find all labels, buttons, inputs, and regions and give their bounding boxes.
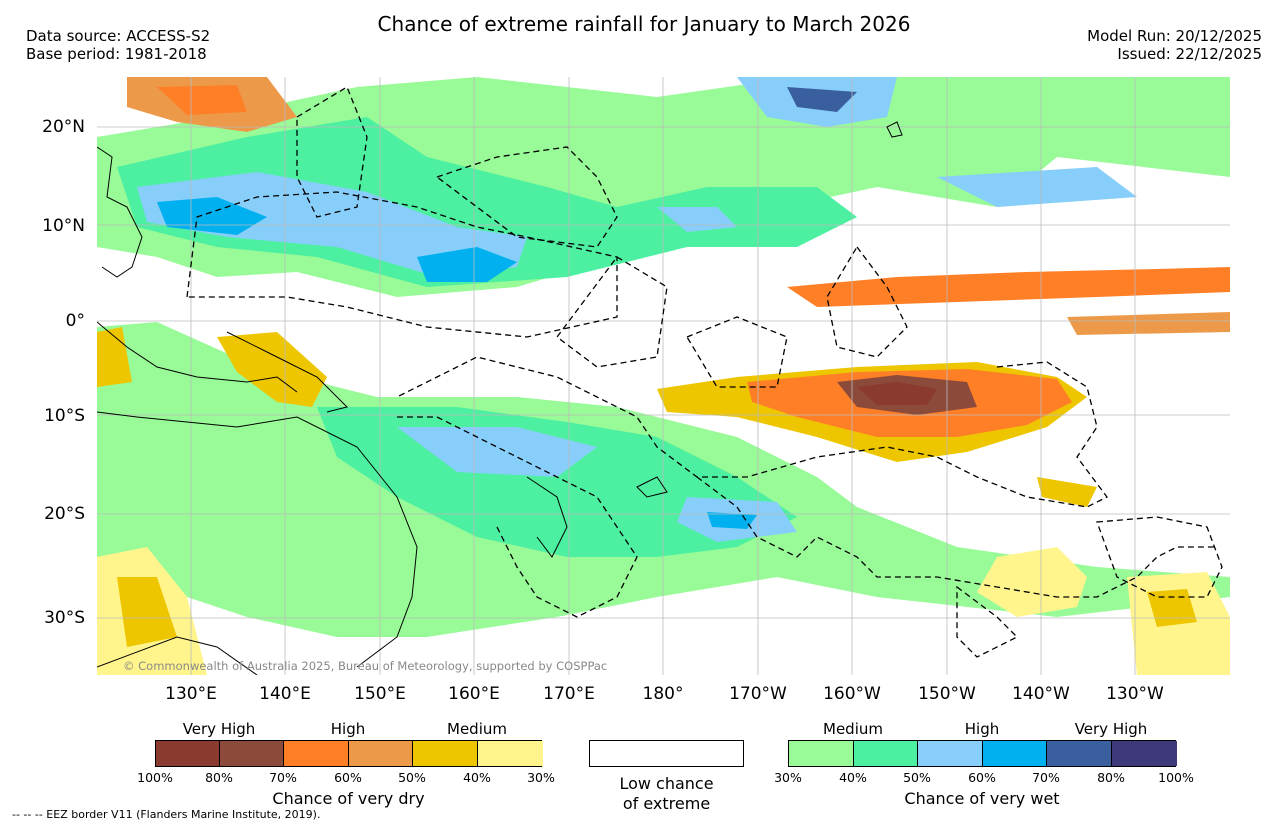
wet-category-very-high: Very High [1074, 720, 1148, 738]
lon-label-160w: 160°W [823, 684, 881, 704]
wet-category-high: High [964, 720, 1000, 738]
dry-swatch-3 [349, 741, 413, 766]
dry-swatch-0 [156, 741, 220, 766]
dry-category-high: High [330, 720, 366, 738]
dry-category-very-high: Very High [182, 720, 256, 738]
dry-swatch-2 [284, 741, 349, 766]
lat-label-20n: 20°N [42, 117, 85, 137]
dry-tick-80: 80% [205, 770, 233, 785]
lon-label-170w: 170°W [729, 684, 787, 704]
rainfall-map [97, 77, 1230, 675]
wet-swatch-1 [854, 741, 918, 766]
wet-swatch-2 [918, 741, 983, 766]
header-right: Model Run: 20/12/2025 Issued: 22/12/2025 [1087, 27, 1262, 63]
lon-label-140e: 140°E [259, 684, 311, 704]
lon-label-130e: 130°E [165, 684, 217, 704]
wet-swatch-4 [1047, 741, 1112, 766]
wet-swatch-3 [983, 741, 1047, 766]
dry-swatch-1 [220, 741, 284, 766]
dry-tick-60: 60% [334, 770, 362, 785]
lon-label-160e: 160°E [448, 684, 500, 704]
lat-label-0: 0° [65, 311, 85, 331]
model-run-text: Model Run: 20/12/2025 [1087, 27, 1262, 45]
lat-label-10n: 10°N [42, 216, 85, 236]
lon-label-170e: 170°E [543, 684, 595, 704]
dry-tick-100: 100% [137, 770, 173, 785]
dry-tick-30: 30% [527, 770, 555, 785]
low-chance-line2: of extreme [622, 794, 711, 813]
wet-swatch-0 [789, 741, 854, 766]
dry-category-medium: Medium [447, 720, 507, 738]
wet-tick-40: 40% [839, 770, 867, 785]
wet-category-medium: Medium [823, 720, 883, 738]
lon-label-130w: 130°W [1106, 684, 1164, 704]
low-chance-swatch [589, 740, 744, 767]
dry-tick-70: 70% [269, 770, 297, 785]
eez-footnote: -- -- -- EEZ border V11 (Flanders Marine… [12, 808, 321, 821]
dry-swatch-5 [478, 741, 543, 766]
lon-label-150e: 150°E [354, 684, 406, 704]
wet-tick-80: 80% [1097, 770, 1125, 785]
chart-title: Chance of extreme rainfall for January t… [377, 12, 911, 36]
dry-swatch-4 [413, 741, 478, 766]
wet-tick-100: 100% [1158, 770, 1194, 785]
lat-label-20s: 20°S [44, 504, 85, 524]
dry-tick-50: 50% [398, 770, 426, 785]
issued-text: Issued: 22/12/2025 [1117, 45, 1262, 63]
wet-legend-label: Chance of very wet [904, 789, 1060, 808]
wet-tick-50: 50% [903, 770, 931, 785]
data-source-text: Data source: ACCESS-S2 [26, 27, 211, 45]
dry-tick-40: 40% [463, 770, 491, 785]
wet-tick-30: 30% [774, 770, 802, 785]
eez-borders [186, 86, 1223, 658]
base-period-text: Base period: 1981-2018 [26, 45, 207, 63]
lon-label-140w: 140°W [1012, 684, 1070, 704]
lat-label-30s: 30°S [44, 608, 85, 628]
copyright-text: © Commonwealth of Australia 2025, Bureau… [123, 659, 608, 673]
map-gridlines [97, 77, 1230, 675]
wet-colorbar [788, 740, 1177, 767]
low-chance-line1: Low chance [619, 774, 714, 793]
lat-label-10s: 10°S [44, 406, 85, 426]
lon-label-150w: 150°W [918, 684, 976, 704]
dry-colorbar [155, 740, 543, 767]
header-left: Data source: ACCESS-S2 Base period: 1981… [26, 27, 210, 63]
lon-label-180: 180° [642, 684, 684, 704]
dry-legend-label: Chance of very dry [272, 789, 425, 808]
wet-tick-70: 70% [1032, 770, 1060, 785]
wet-tick-60: 60% [968, 770, 996, 785]
wet-swatch-5 [1112, 741, 1177, 766]
coastlines [97, 121, 903, 675]
